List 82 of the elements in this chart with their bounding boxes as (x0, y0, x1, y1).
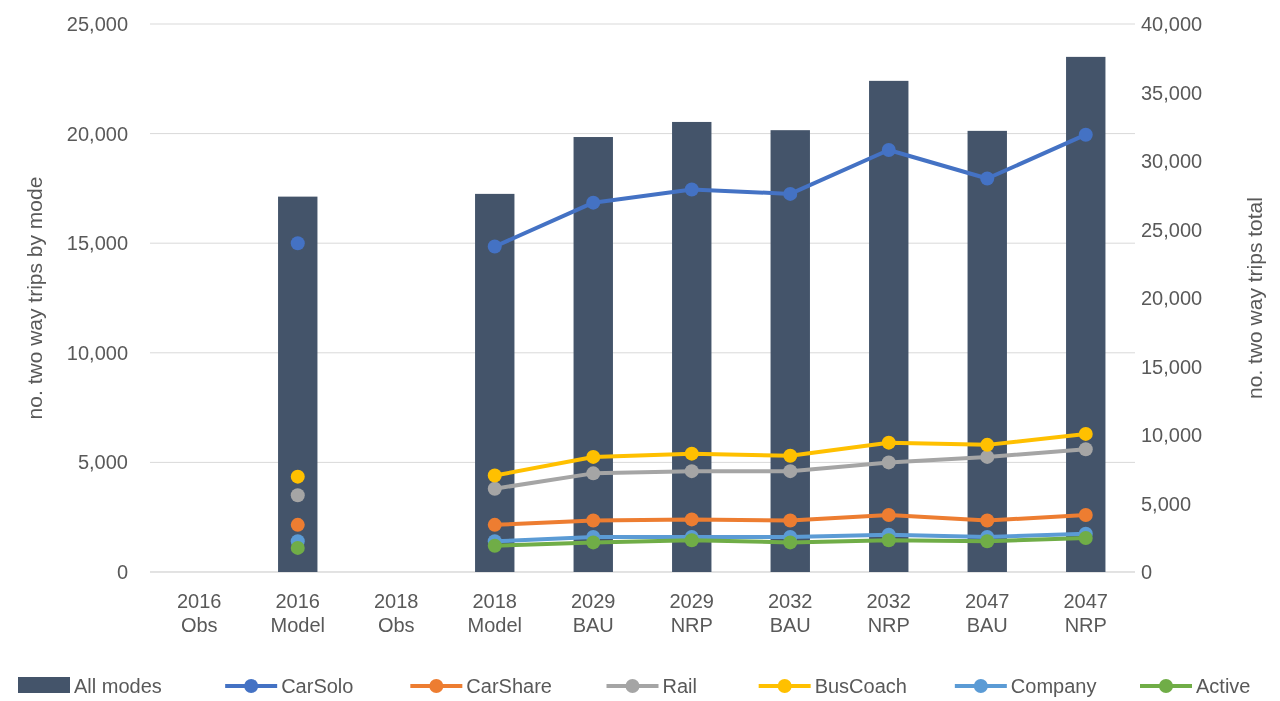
y2-tick-label: 40,000 (1141, 13, 1203, 35)
x-tick-label: 2029 BAU (571, 590, 616, 636)
point (980, 513, 995, 528)
y2-tick-label: 25,000 (1141, 218, 1203, 241)
y2-tick-label: 20,000 (1141, 287, 1203, 309)
y2-tick-label: 15,000 (1141, 355, 1203, 378)
bar (770, 130, 810, 572)
bar (672, 121, 712, 572)
point (783, 186, 798, 201)
y2-tick-label: 30,000 (1141, 150, 1203, 172)
point (980, 534, 995, 549)
bar (573, 137, 613, 572)
point (881, 508, 896, 523)
legend-label: Rail (662, 675, 697, 697)
point (487, 538, 502, 553)
point (980, 171, 995, 186)
y-tick-label: 15,000 (66, 232, 128, 255)
legend-label: CarSolo (281, 675, 354, 697)
x-tick-label: 2029 NRP (669, 590, 714, 636)
point (881, 455, 896, 470)
y-tick-label: 10,000 (66, 341, 128, 364)
y-axis-title: no. two way trips by mode (23, 176, 46, 420)
legend-label: Company (1010, 675, 1097, 697)
y2-tick-label: 10,000 (1141, 424, 1203, 446)
y2-tick-label: 35,000 (1141, 81, 1203, 104)
y2-tick-label: 5,000 (1141, 492, 1192, 515)
x-tick-label: 2016 Model (270, 590, 325, 636)
point (586, 195, 601, 210)
point (586, 535, 601, 550)
point (684, 464, 699, 479)
x-tick-label: 2018 Obs (374, 590, 419, 636)
point (487, 481, 502, 496)
bar (1066, 56, 1106, 572)
point (586, 513, 601, 528)
point (881, 435, 896, 450)
y-tick-label: 0 (116, 561, 128, 583)
x-tick-label: 2032 BAU (768, 590, 813, 636)
point (290, 540, 305, 555)
legend-label: BusCoach (814, 675, 907, 697)
bar (475, 193, 515, 572)
point (684, 512, 699, 527)
point (881, 533, 896, 548)
point (684, 446, 699, 461)
point (881, 143, 896, 158)
point (290, 469, 305, 484)
point (783, 464, 798, 479)
point (1078, 531, 1093, 546)
x-tick-label: 2047 NRP (1063, 590, 1108, 636)
bar (869, 80, 909, 572)
point (783, 448, 798, 463)
point (586, 466, 601, 481)
x-tick-label: 2018 Model (467, 590, 522, 636)
y-tick-label: 25,000 (66, 13, 128, 35)
point (1078, 426, 1093, 441)
point (487, 239, 502, 254)
point (783, 513, 798, 528)
point (487, 468, 502, 483)
y2-tick-label: 0 (1141, 561, 1153, 583)
y2-axis-title: no. two way trips total (1243, 197, 1266, 399)
point (290, 488, 305, 503)
legend-label: CarShare (466, 675, 552, 697)
legend-label: Active (1196, 675, 1251, 697)
point (980, 437, 995, 452)
point (586, 449, 601, 464)
point (290, 236, 305, 251)
point (1078, 127, 1093, 142)
point (783, 535, 798, 550)
point (487, 517, 502, 532)
point (1078, 442, 1093, 457)
x-tick-label: 2016 Obs (177, 590, 222, 636)
point (684, 182, 699, 197)
bar (278, 196, 318, 572)
point (290, 517, 305, 532)
y-tick-label: 20,000 (66, 122, 128, 145)
x-tick-label: 2047 BAU (965, 590, 1010, 636)
point (684, 533, 699, 548)
point (980, 449, 995, 464)
bar (967, 130, 1007, 572)
legend-label: All modes (74, 675, 162, 697)
point (1078, 508, 1093, 523)
x-tick-label: 2032 NRP (866, 590, 911, 636)
y-tick-label: 5,000 (77, 451, 128, 474)
